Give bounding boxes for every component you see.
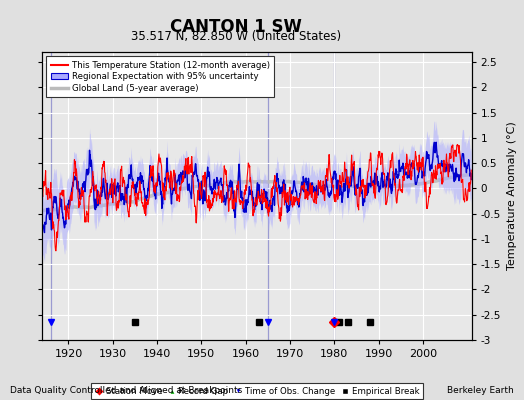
Text: Berkeley Earth: Berkeley Earth <box>447 386 514 395</box>
Legend: Station Move, Record Gap, Time of Obs. Change, Empirical Break: Station Move, Record Gap, Time of Obs. C… <box>91 383 423 399</box>
Text: 35.517 N, 82.850 W (United States): 35.517 N, 82.850 W (United States) <box>130 30 341 43</box>
Text: CANTON 1 SW: CANTON 1 SW <box>170 18 302 36</box>
Text: Data Quality Controlled and Aligned at Breakpoints: Data Quality Controlled and Aligned at B… <box>10 386 243 395</box>
Y-axis label: Temperature Anomaly (°C): Temperature Anomaly (°C) <box>507 122 517 270</box>
